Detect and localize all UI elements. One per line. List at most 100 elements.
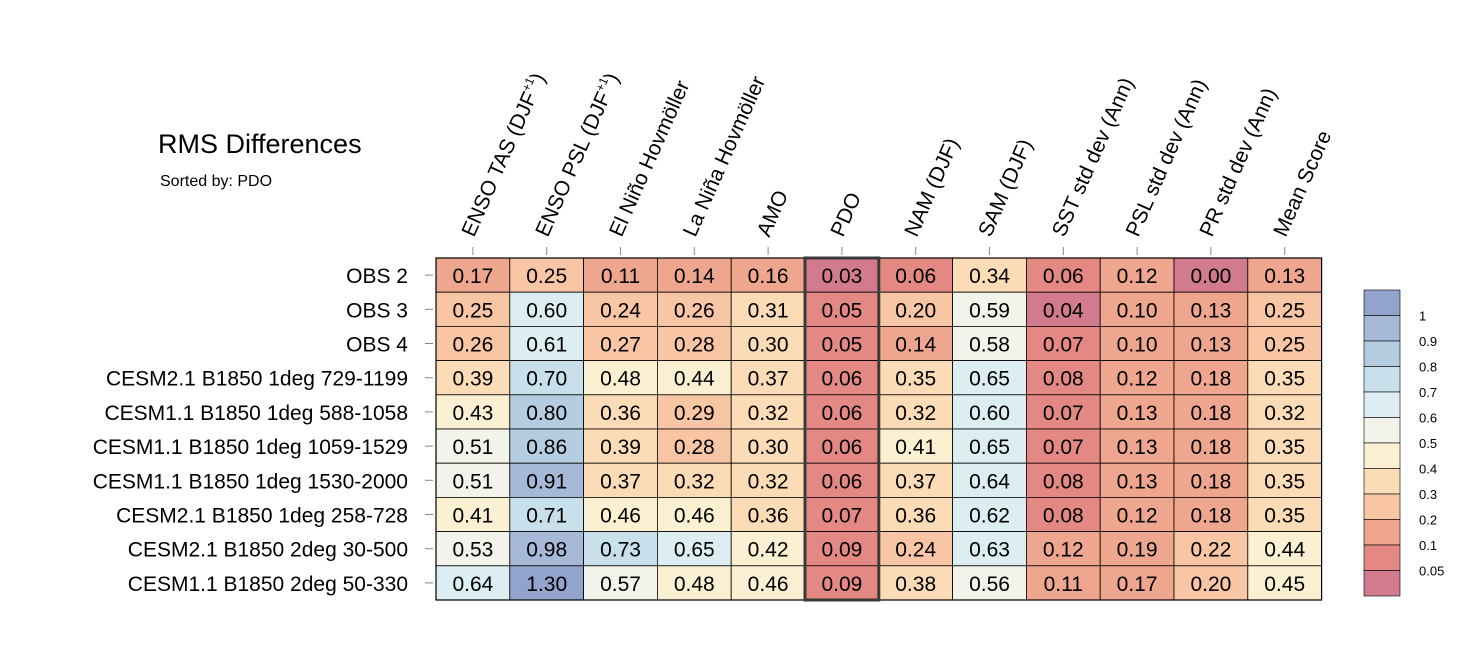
heatmap-cell [435,428,511,464]
colorbar-tick-label: 0.3 [1419,487,1437,502]
heatmap-cell [952,531,1027,567]
heatmap-cell [657,565,732,601]
heatmap-cell [1026,325,1101,361]
row-label-cesm1-1-b1850-1deg-1530-2000: CESM1.1 B1850 1deg 1530-2000 [93,470,408,493]
cell-value-label: 0.08 [1043,505,1084,528]
cell-value-label: 0.42 [748,539,789,562]
row-label-obs-4: OBS 4 [346,334,408,357]
colorbar-tick-label: 1 [1419,309,1426,324]
heatmap-cell [730,394,806,430]
cell-value-label: 0.17 [1117,573,1158,596]
heatmap-cell [952,565,1027,601]
cell-value-label: 0.28 [674,436,715,459]
cell-value-label: 0.13 [1117,470,1158,493]
cell-value-label: 0.60 [526,299,567,322]
heatmap-cell [583,291,658,327]
heatmap-cell [1173,325,1249,361]
colorbar-swatch [1363,493,1401,520]
colorbar-tick-label: 0.8 [1419,360,1437,375]
cell-value-label: 0.05 [821,299,862,322]
heatmap-cell [435,531,511,567]
heatmap-cell [509,291,584,327]
cell-value-label: 0.39 [600,436,641,459]
heatmap-cell [1026,565,1101,601]
cell-value-label: 0.46 [748,573,789,596]
column-label-enso-tas-djf-1: ENSO TAS (DJF+1) [456,69,551,240]
colorbar-swatch [1363,289,1401,316]
cell-value-label: 0.37 [600,470,641,493]
heatmap-cell [509,394,584,430]
cell-value-label: 0.25 [452,299,493,322]
heatmap-cell [878,325,953,361]
heatmap-cell [583,257,658,293]
cell-value-label: 0.13 [1117,402,1158,425]
cell-value-label: 0.35 [1264,505,1305,528]
cell-value-label: 0.59 [969,299,1010,322]
cell-value-label: 0.31 [748,299,789,322]
cell-value-label: 0.57 [600,573,641,596]
heatmap-cell [1099,394,1175,430]
chart-subtitle: Sorted by: PDO [160,173,272,190]
colorbar-swatch [1363,544,1401,571]
column-headers: ENSO TAS (DJF+1)ENSO PSL (DJF+1)El Niño … [456,69,1336,255]
heatmap-cell [878,257,953,293]
cell-value-label: 0.61 [526,334,567,357]
cell-value-label: 0.03 [821,265,862,288]
cell-value-label: 1.30 [526,573,567,596]
cell-value-label: 0.06 [821,436,862,459]
cell-value-label: 0.13 [1190,334,1231,357]
cell-value-label: 0.07 [1043,402,1084,425]
heatmap-cell [1173,496,1249,532]
row-label-cesm2-1-b1850-1deg-729-1199: CESM2.1 B1850 1deg 729-1199 [106,368,408,391]
heatmap-cell [657,531,732,567]
column-label-pr-std-dev-ann: PR std dev (Ann) [1195,85,1281,240]
cell-value-label: 0.11 [601,265,640,288]
column-label-el-ni-o-hovm-ller: El Niño Hovmöller [605,77,694,240]
cell-value-label: 0.20 [1190,573,1231,596]
column-label-amo: AMO [753,187,793,240]
heatmap-cell [878,394,953,430]
cell-value-label: 0.73 [600,539,641,562]
colorbar-tick-label: 0.7 [1419,385,1437,400]
cell-value-label: 0.46 [600,505,641,528]
cell-value-label: 0.09 [821,573,862,596]
colorbar-swatch [1363,442,1401,469]
cell-value-label: 0.62 [969,505,1010,528]
cell-value-label: 0.20 [895,299,936,322]
heatmap-cell [1247,565,1323,601]
row-label-obs-3: OBS 3 [346,299,408,322]
row-label-cesm1-1-b1850-2deg-50-330: CESM1.1 B1850 2deg 50-330 [128,573,408,596]
heatmap-cell [878,496,953,532]
cell-value-label: 0.35 [1264,436,1305,459]
cell-value-label: 0.19 [1117,539,1158,562]
cell-value-label: 0.12 [1117,505,1158,528]
cell-value-label: 0.30 [748,436,789,459]
heatmap-cell [657,291,732,327]
highlight-column-outline [803,256,881,602]
column-label-nam-djf: NAM (DJF) [900,135,964,240]
column-label-pdo: PDO [826,189,866,240]
heatmap-cell [1173,565,1249,601]
cell-value-label: 0.98 [526,539,567,562]
cell-value-label: 0.44 [1264,539,1305,562]
cell-value-label: 0.26 [674,299,715,322]
heatmap-cell [1247,360,1323,396]
column-label-la-ni-a-hovm-ller: La Niña Hovmöller [679,73,770,240]
cell-value-label: 0.05 [821,334,862,357]
cell-value-label: 0.12 [1117,265,1158,288]
cell-value-label: 0.32 [748,470,789,493]
cell-value-label: 0.09 [821,539,862,562]
heatmap-cell [1099,496,1175,532]
cell-value-label: 0.44 [674,368,715,391]
cell-value-label: 0.80 [526,402,567,425]
heatmap-cell [583,565,658,601]
heatmap-cell [878,531,953,567]
heatmap-cell [583,462,658,498]
cell-value-label: 0.34 [969,265,1010,288]
cell-value-label: 0.46 [674,505,715,528]
cell-value-label: 0.30 [748,334,789,357]
cell-value-label: 0.36 [895,505,936,528]
cell-value-label: 0.08 [1043,470,1084,493]
cell-value-label: 0.07 [1043,436,1084,459]
row-labels: OBS 2 OBS 3 OBS 4 CESM2.1 B1850 1deg 729-11… [93,265,433,596]
